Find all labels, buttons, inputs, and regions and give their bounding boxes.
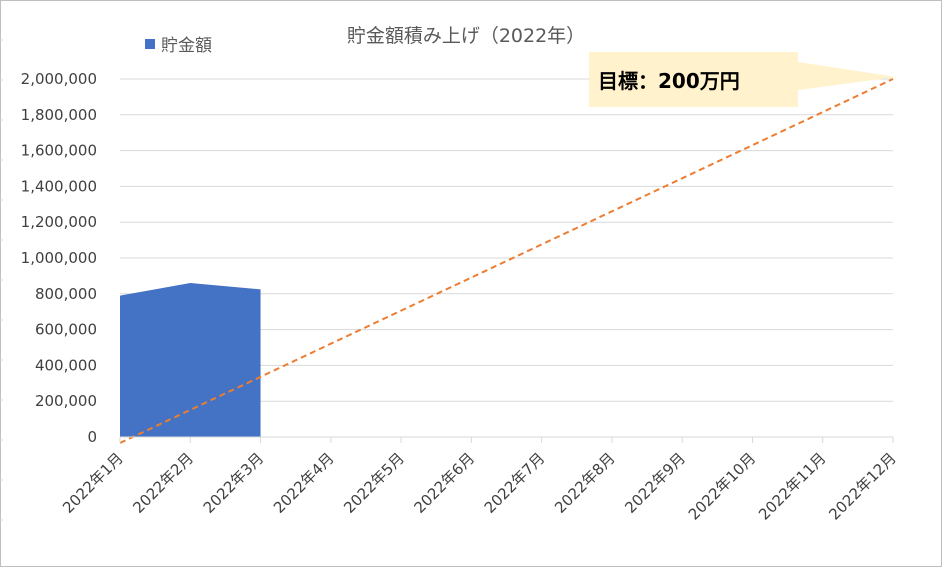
y-tick-label: 0	[87, 428, 97, 446]
y-tick-label: 800,000	[35, 285, 97, 303]
x-tick-label: 2022年9月	[621, 449, 689, 517]
y-tick-label: 400,000	[35, 356, 97, 374]
x-tick-label: 2022年4月	[270, 449, 338, 517]
y-tick-label: 1,000,000	[21, 249, 97, 267]
x-tick-label: 2022年5月	[340, 449, 408, 517]
legend: 貯金額	[145, 36, 212, 56]
legend-swatch	[145, 39, 155, 49]
y-tick-label: 600,000	[35, 321, 97, 339]
callout-box	[589, 52, 798, 107]
x-tick-label: 2022年1月	[59, 449, 127, 517]
x-tick-label: 2022年2月	[129, 449, 197, 517]
legend-label: 貯金額	[161, 36, 212, 56]
y-tick-label: 1,800,000	[21, 106, 97, 124]
y-tick-label: 1,200,000	[21, 213, 97, 231]
area-series-fill	[120, 283, 261, 437]
x-tick-label: 2022年6月	[411, 449, 479, 517]
chart-title: 貯金額積み上げ（2022年）	[347, 25, 585, 47]
x-tick-label: 2022年12月	[825, 449, 899, 523]
x-tick-label: 2022年11月	[755, 449, 829, 523]
x-tick-label: 2022年10月	[685, 449, 759, 523]
y-tick-label: 1,400,000	[21, 177, 97, 195]
y-tick-label: 1,600,000	[21, 142, 97, 160]
target-callout: 目標：200万円	[589, 52, 897, 107]
x-tick-label: 2022年3月	[200, 449, 268, 517]
callout-text: 目標：200万円	[598, 69, 740, 93]
target-line	[119, 78, 894, 444]
x-tick-label: 2022年7月	[481, 449, 549, 517]
y-tick-label: 200,000	[35, 392, 97, 410]
y-tick-label: 2,000,000	[21, 70, 97, 88]
callout-pointer	[798, 62, 897, 90]
x-tick-label: 2022年8月	[551, 449, 619, 517]
